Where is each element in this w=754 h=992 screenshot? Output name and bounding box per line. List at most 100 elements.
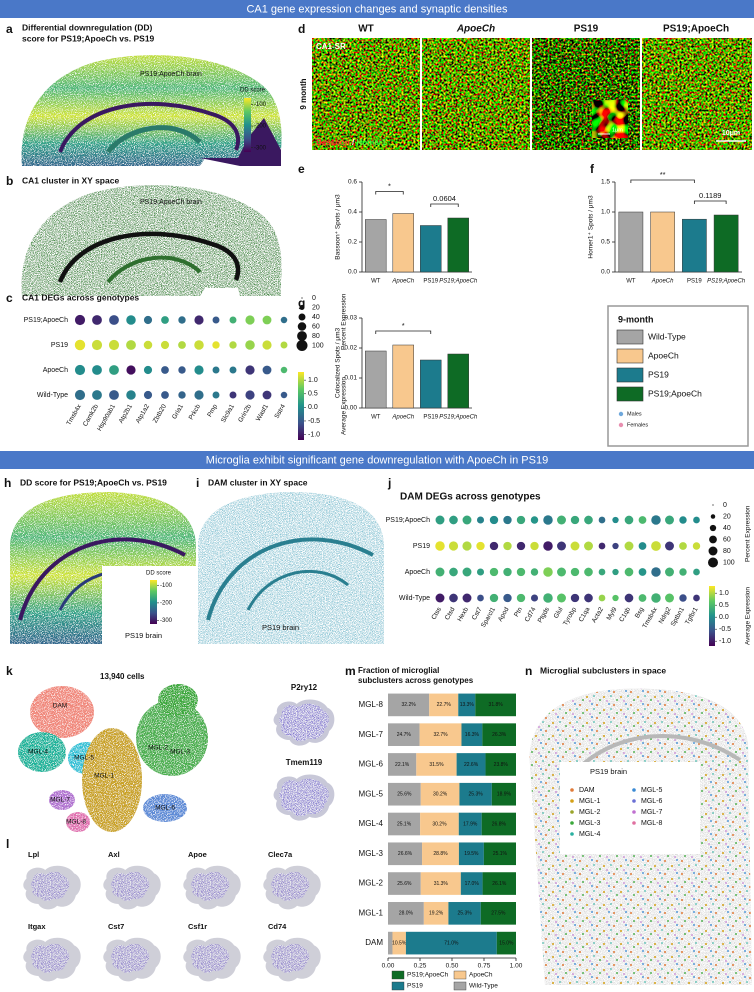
legend-label: Females [627,422,648,428]
bar [420,359,442,409]
banner-bg [0,451,754,469]
dot [194,340,204,350]
cluster-label: MGL-6 [155,805,175,812]
bar [618,211,644,273]
value-label: 25.6% [397,881,412,887]
cell-count: 13,940 cells [100,672,145,681]
x-tick-label: 0.25 [414,963,427,970]
dot [194,390,204,400]
spatial-map [21,185,282,296]
significance-bracket [430,203,459,207]
bar-segment [456,753,486,776]
bar-segment [482,723,516,746]
dot [435,515,445,525]
value-label: 32.7% [433,732,448,738]
dot [665,567,674,577]
dot [194,315,204,325]
bar-segment [429,693,459,717]
bar-segment [483,842,516,866]
dot [570,567,580,577]
size-legend-dot [301,297,303,299]
row-label: Wild-Type [399,595,430,602]
dot [530,568,539,576]
size-legend-label: 20 [312,304,320,311]
marker-label: P2ry12 [291,683,318,692]
dot [126,340,136,350]
y-tick-label: MGL-4 [359,819,384,828]
dot [584,515,593,525]
dot [245,365,255,375]
row-label: 9 month [299,78,308,109]
y-tick-label: 0.0 [601,269,610,276]
bar-segment [481,812,516,836]
size-legend-dot [709,524,717,532]
marker-label: Tmem119 [286,758,323,767]
row-label: Wild-Type [37,392,68,399]
banner: CA1 gene expression changes and synaptic… [246,3,508,15]
colorbar-title: DD score [240,88,266,94]
column-label: Sptbn1 [670,606,687,628]
y-axis-label: Colocalized Spots / μm3 [335,328,342,399]
size-legend-dot [709,535,717,544]
dot [624,593,634,603]
panel-letter: h [4,476,11,490]
legend-label: ApoeCh [469,972,493,979]
size-legend-dot [708,546,718,556]
value-label: 71.0% [444,940,459,946]
dot [108,339,120,351]
value-label: 25.6% [397,792,412,798]
panel-letter: c [6,291,13,305]
dot [229,341,237,349]
dot [212,366,220,374]
bar-segment [419,723,462,746]
dot [489,515,499,525]
y-tick-label: MGL-1 [359,908,384,917]
bar-segment [388,872,421,895]
row-label: PS19 [413,543,430,550]
dot [612,568,619,576]
bar-segment [448,902,481,925]
significance-bracket [375,191,404,195]
micrographs [312,38,752,150]
cluster-label: MGL-1 [94,773,114,780]
value-label: 10.5% [392,940,407,946]
colorbar-tick-label: 1.0 [308,377,318,384]
value-label: 27.5% [491,911,506,917]
chart-title: Fraction of microglial [358,666,439,675]
dot [126,390,136,400]
dot [516,541,526,551]
x-tick-label: WT [371,415,381,421]
image-label: PS19;ApoeCh brain [140,199,202,206]
dot [598,542,606,550]
size-legend-dot [708,557,718,568]
size-legend-label: 40 [723,525,731,532]
x-tick-label: WT [371,279,381,285]
image-label: PS19 brain [125,631,162,640]
value-label: 25.3% [469,792,484,798]
dot [476,541,485,551]
dot [503,515,512,525]
significance-label: * [388,181,391,190]
value-label: 22.7% [437,702,452,708]
dot [143,390,153,400]
value-label: 28.0% [399,911,414,917]
bar [447,353,469,409]
value-label: 17.0% [465,881,480,887]
size-legend-label: 80 [312,333,320,340]
stain-sep: / [350,138,357,147]
colorbar-tick-label: -1.0 [308,431,320,438]
dot [280,341,288,349]
dot [280,366,288,374]
legend-dot [632,788,636,792]
panel-title: Differential downregulation (DD) [22,22,153,32]
column-label: Wasf1 [255,403,270,423]
x-tick-label: PS19 [687,279,702,285]
bar-segment [458,812,482,836]
legend-swatch [616,386,644,402]
column-label: Pmp [206,403,219,418]
value-label: 26.1% [492,881,507,887]
colorbar-tick-label: -300 [254,145,267,151]
bar-segment [459,782,492,806]
column-label: Ctss [430,606,443,621]
legend-label: Males [627,411,642,417]
